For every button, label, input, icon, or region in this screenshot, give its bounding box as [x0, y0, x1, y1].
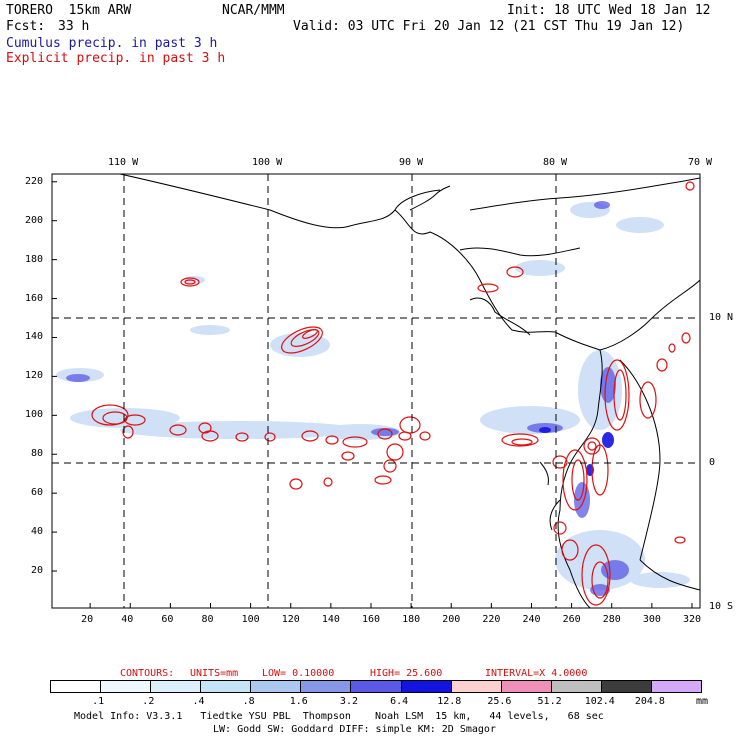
- x-tick-label: 160: [361, 614, 381, 625]
- x-tick-label: 180: [402, 614, 421, 625]
- forecast-label: Fcst:: [6, 19, 46, 34]
- precip-shading: [56, 201, 690, 596]
- y-tick-label: 80: [31, 448, 44, 460]
- y-tick-label: 220: [25, 175, 44, 187]
- colorbar-label: 51.2: [537, 696, 562, 707]
- lat-label: 10 S: [709, 601, 734, 612]
- colorbar-segment: [600, 681, 651, 692]
- colorbar-segment: [350, 681, 401, 692]
- organization-label: NCAR/MMM: [222, 3, 285, 18]
- y-tick-label: 40: [31, 526, 44, 538]
- colorbar-segment: [51, 681, 101, 692]
- x-tick-label: 140: [321, 614, 340, 625]
- y-tick-label: 60: [31, 487, 44, 499]
- y-tick-label: 140: [25, 331, 44, 343]
- x-tick-label: 20: [81, 614, 94, 625]
- colorbar-label: .2: [142, 696, 155, 707]
- x-tick-label: 220: [482, 614, 501, 625]
- colorbar-label: 1.6: [289, 696, 308, 707]
- colorbar-segment: [300, 681, 351, 692]
- colorbar-unit: mm: [696, 696, 709, 707]
- valid-time: Valid: 03 UTC Fri 20 Jan 12 (21 CST Thu …: [293, 19, 685, 34]
- lon-label: 70 W: [688, 157, 713, 168]
- colorbar-label: .8: [242, 696, 255, 707]
- model-info-line2: LW: Godd SW: Goddard DIFF: simple KM: 2D…: [213, 724, 496, 735]
- x-tick-label: 80: [201, 614, 214, 625]
- lat-lon-grid: [52, 174, 700, 608]
- colorbar-segment: [650, 681, 702, 692]
- x-tick-label: 100: [241, 614, 260, 625]
- lat-label: 0: [709, 457, 716, 468]
- colorbar-segment: [150, 681, 201, 692]
- colorbar-label: 25.6: [487, 696, 512, 707]
- y-tick-label: 200: [25, 214, 44, 226]
- x-tick-label: 280: [602, 614, 621, 625]
- x-tick-label: 320: [682, 614, 702, 625]
- explicit-contours: [91, 181, 695, 606]
- x-tick-label: 200: [442, 614, 461, 625]
- colorbar-segment: [550, 681, 601, 692]
- colorbar-label: 102.4: [584, 696, 615, 707]
- coastlines: [119, 174, 700, 608]
- colorbar-segment: [100, 681, 151, 692]
- contour-low: LOW= 0.10000: [262, 668, 335, 679]
- lon-label: 80 W: [543, 157, 568, 168]
- y-tick-label: 120: [25, 370, 44, 382]
- lon-label: 90 W: [399, 157, 424, 168]
- contour-units: UNITS=mm: [190, 668, 239, 679]
- contour-interval: INTERVAL=X 4.0000: [485, 668, 588, 679]
- legend-cumulus: Cumulus precip. in past 3 h: [6, 36, 218, 51]
- y-tick-label: 20: [31, 565, 44, 577]
- colorbar-label: .1: [92, 696, 105, 707]
- y-tick-label: 100: [25, 409, 44, 421]
- colorbar-label: 3.2: [339, 696, 358, 707]
- colorbar: [50, 680, 702, 693]
- x-tick-label: 260: [562, 614, 581, 625]
- x-tick-label: 40: [121, 614, 134, 625]
- lon-label: 110 W: [108, 157, 139, 168]
- colorbar-label: 6.4: [390, 696, 409, 707]
- forecast-hour: 33 h: [58, 19, 90, 34]
- y-tick-label: 180: [25, 253, 44, 265]
- model-info-line1: Model Info: V3.3.1 Tiedtke YSU PBL Thomp…: [74, 711, 604, 722]
- colorbar-segment: [200, 681, 251, 692]
- x-tick-label: 300: [642, 614, 661, 625]
- legend-explicit: Explicit precip. in past 3 h: [6, 51, 226, 66]
- x-tick-label: 60: [161, 614, 174, 625]
- x-tick-label: 120: [281, 614, 300, 625]
- contour-label: CONTOURS:: [120, 668, 175, 679]
- model-title: TORERO 15km ARW: [6, 3, 132, 18]
- colorbar-segment: [450, 681, 501, 692]
- colorbar-label: 204.8: [634, 696, 665, 707]
- colorbar-label: 12.8: [437, 696, 462, 707]
- contour-high: HIGH= 25.600: [370, 668, 443, 679]
- y-tick-label: 160: [25, 292, 44, 304]
- init-time: Init: 18 UTC Wed 18 Jan 12: [507, 3, 711, 18]
- x-tick-label: 240: [522, 614, 541, 625]
- colorbar-segment: [250, 681, 301, 692]
- colorbar-segment: [400, 681, 451, 692]
- colorbar-segment: [500, 681, 551, 692]
- lat-label: 10 N: [709, 312, 734, 323]
- colorbar-label: .4: [192, 696, 205, 707]
- plot-frame: [51, 173, 701, 609]
- axis-ticks: [52, 181, 693, 608]
- lon-label: 100 W: [252, 157, 283, 168]
